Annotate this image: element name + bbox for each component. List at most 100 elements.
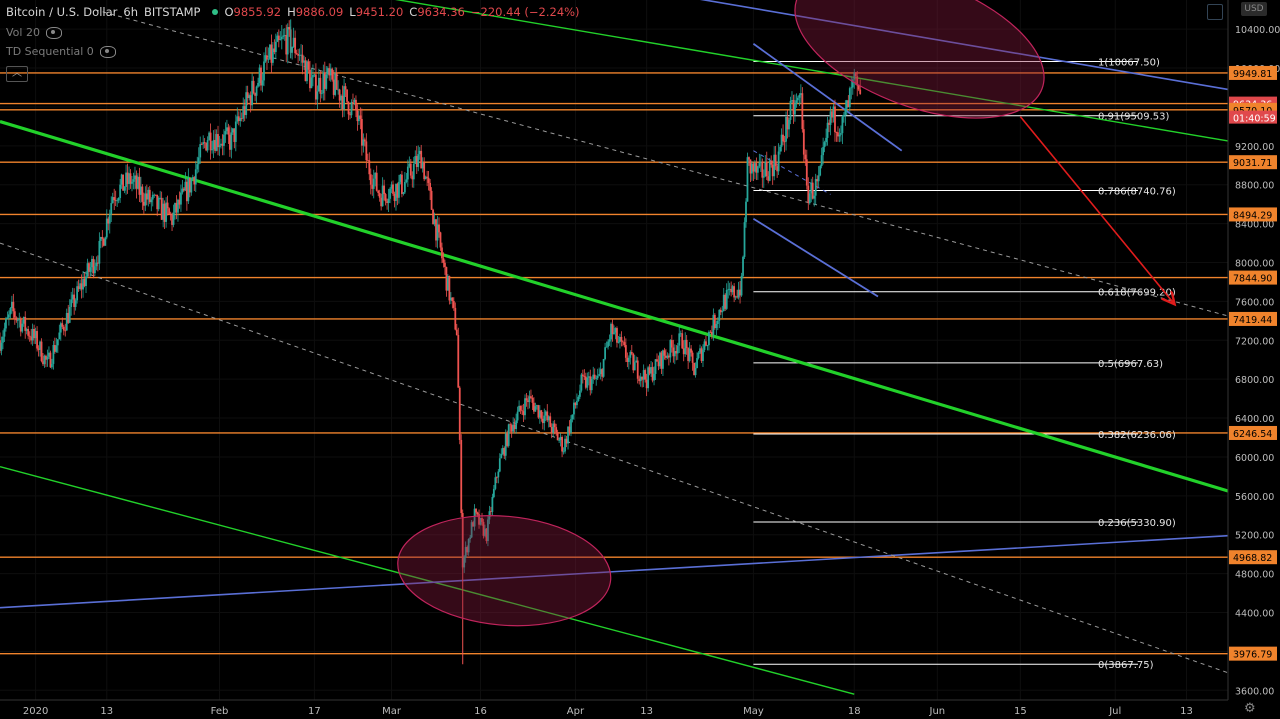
candle-body [389,188,391,199]
symbol-title[interactable]: Bitcoin / U.S. Dollar [6,5,118,19]
candle-body [657,361,660,367]
gear-icon[interactable]: ⚙ [1244,701,1256,716]
candle-body [83,278,86,286]
candle-body [142,201,145,206]
candle-body [574,402,577,406]
candle-body [703,341,706,350]
candle-body [716,320,719,324]
candle-body [522,411,525,416]
grid [0,0,1228,700]
candle-body [183,188,185,191]
eye-icon[interactable] [45,27,62,39]
candle-body [770,160,773,165]
candle-body [435,219,437,241]
candle-body [226,127,228,132]
candle-body [43,355,46,365]
candle-body [847,100,850,108]
candle-body [405,179,408,183]
candle-body [662,350,664,369]
candle-body [328,68,331,76]
screenshot-icon[interactable] [1207,4,1223,20]
candle-body [202,142,205,145]
candle-body [564,438,566,452]
candle-body [203,142,206,144]
candle-body [774,154,777,167]
candle-body [34,331,37,339]
interval-label[interactable]: 6h [123,5,138,19]
candle-body [776,166,779,172]
candle-body [312,74,314,78]
candle-body [552,423,555,433]
candle-body [28,335,31,337]
candle-body [573,402,575,415]
candle-body [721,311,724,313]
candle-body [420,150,423,169]
candle-body [463,557,466,568]
candle-body [527,400,529,403]
candle-body [805,159,808,186]
indicator-td-sequential[interactable]: TD Sequential 0 [6,45,116,58]
candle-body [55,345,58,352]
candle-body [138,176,141,195]
candle-body [446,275,449,291]
candle-body [243,106,246,116]
candle-body [530,396,532,399]
candle-body [110,203,113,215]
candle-body [783,141,786,143]
candle-body [608,339,611,342]
candle-body [653,373,655,381]
candle-body [676,345,679,354]
candle-body [427,177,430,183]
candle-body [645,379,648,389]
candle-body [481,518,483,522]
candle-body [137,176,139,189]
candle-body [785,116,787,142]
candle-body [831,111,833,118]
candle-body [162,203,165,220]
candle-body [823,142,826,148]
candle-body [231,128,234,133]
candle-body [303,60,305,63]
candle-body [372,178,375,189]
candle-body [559,437,562,441]
candle-body [837,132,839,137]
candle-body [92,258,95,274]
candle-body [616,328,618,343]
candle-body [791,100,793,101]
candle-body [540,410,543,419]
candle-body [135,175,138,189]
candle-body [620,336,623,342]
candle-body [329,68,332,76]
candle-body [334,73,337,95]
currency-button[interactable]: USD [1241,2,1267,16]
price-tick-label: 6400.00 [1235,414,1274,425]
candle-body [593,374,596,379]
level-price-tag [1229,646,1277,661]
candle-body [460,439,463,514]
time-tick-label: Apr [567,706,585,717]
trendline-dashed [94,9,1229,317]
chevron-up-icon[interactable]: ︿ [6,66,28,82]
candle-body [298,54,301,56]
time-tick-label: 16 [474,706,487,717]
candle-body [570,419,572,433]
candle-body [432,209,434,225]
indicator-volume[interactable]: Vol 20 [6,26,62,39]
candle-body [768,160,771,181]
price-axis[interactable]: 3600.004000.004400.004800.005200.005600.… [1227,0,1280,719]
candle-body [313,74,316,76]
candle-body [442,258,445,263]
candle-body [485,528,488,542]
candle-body [811,182,814,199]
candle-body [156,194,159,210]
candle-body [638,378,641,382]
candle-body [39,341,41,350]
candle-body [234,121,237,142]
candle-body [353,99,356,103]
trendline-blue [0,534,1229,609]
eye-icon[interactable] [99,46,116,58]
candle-body [338,89,341,101]
time-axis[interactable]: 2020 13 Feb 17 Mar 16 Apr 13 May 18 Jun 15 Jul 13 [0,699,1228,719]
candle-body [276,35,279,42]
